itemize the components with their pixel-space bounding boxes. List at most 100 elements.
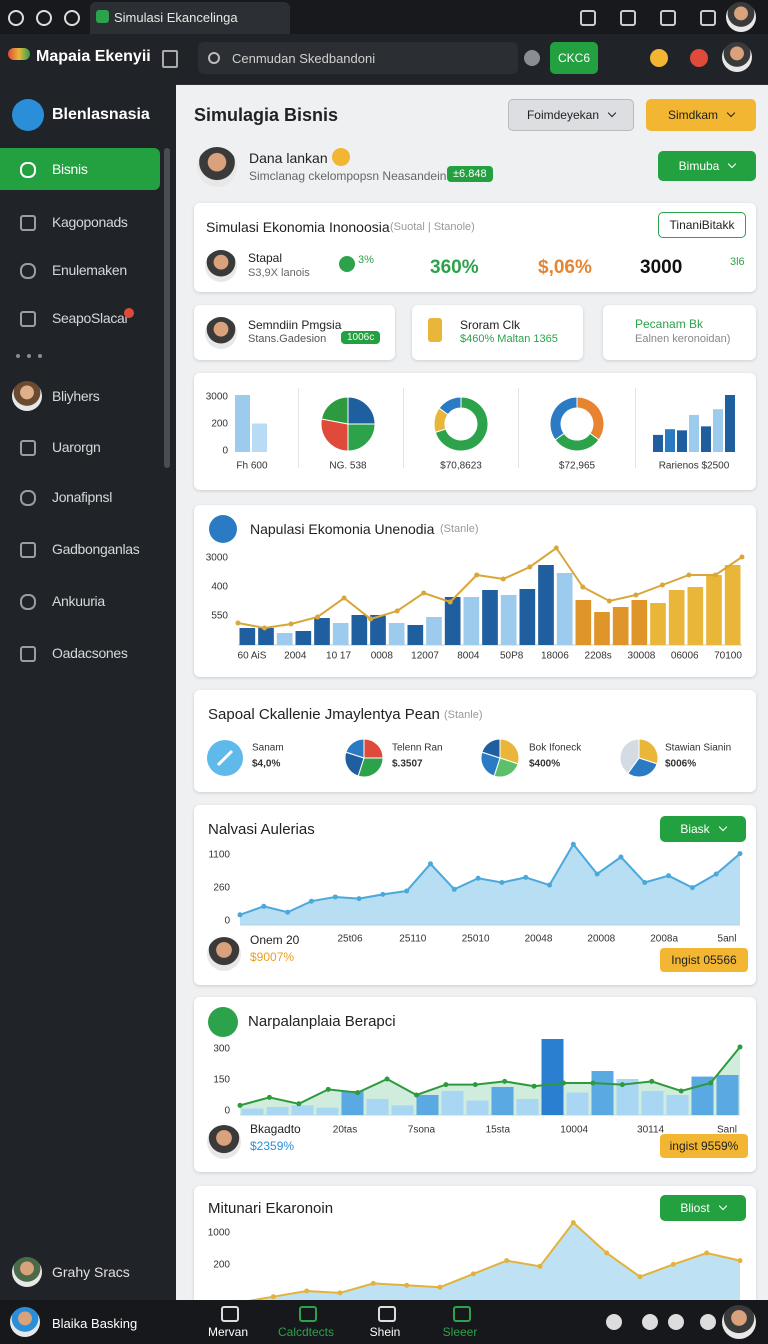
button[interactable]: Biask [660, 816, 746, 842]
point [504, 1258, 510, 1264]
bar [689, 414, 699, 452]
point [678, 1088, 684, 1094]
sidebar-logo [12, 99, 44, 131]
bar [276, 633, 293, 645]
bar [416, 1095, 439, 1115]
x-tick-label: 15sta [486, 1125, 511, 1136]
bar [491, 1087, 514, 1115]
stat: 3% [358, 254, 374, 266]
nav-item[interactable]: Jonafipnsl [52, 489, 113, 505]
point [355, 1090, 361, 1096]
nav-icon [20, 311, 36, 327]
badge-dot [124, 308, 134, 318]
point [437, 1284, 443, 1290]
x-tick-label: 06006 [671, 651, 699, 662]
bottom-tab[interactable]: Sleeer [442, 1325, 478, 1339]
bar [716, 1075, 739, 1115]
point [590, 1080, 596, 1086]
nav-item[interactable]: SeapoSlacal [52, 310, 128, 326]
bar [519, 589, 536, 645]
point [633, 592, 639, 598]
x-tick-label: 18006 [541, 651, 569, 662]
x-tick-label: 70100 [714, 651, 742, 662]
point [337, 1290, 343, 1296]
bottom-tab[interactable]: Calcdtects [277, 1325, 335, 1339]
nav-icon [20, 542, 36, 558]
point [356, 896, 362, 902]
card-subtitle: $460% Maltan 1365 [460, 333, 558, 345]
slice [638, 738, 659, 765]
item-value: $006% [665, 759, 696, 770]
item-name: Stawian Sianin [665, 743, 731, 754]
search-box[interactable] [198, 42, 518, 74]
point [443, 1082, 449, 1088]
tab-title[interactable]: Simulasi Ekancelinga [114, 10, 238, 25]
divider [518, 388, 519, 468]
pin-icon [339, 256, 355, 272]
point [288, 621, 294, 627]
chart-label: NG. 538 [329, 461, 367, 472]
person-name: Stapal [248, 251, 283, 265]
bar [668, 590, 685, 645]
nav-item[interactable]: Ankuuria [52, 593, 105, 609]
avatar [10, 1307, 40, 1337]
tab-icon [378, 1306, 396, 1322]
bar [516, 1099, 539, 1115]
point [451, 886, 457, 892]
nav-item[interactable]: Bliyhers [52, 388, 100, 404]
chart-label: $72,965 [559, 461, 596, 472]
toolbar-icon [580, 10, 596, 26]
nav-icon [36, 10, 52, 26]
button[interactable]: TinaniBitakk [658, 212, 746, 238]
bar [725, 395, 735, 452]
point [368, 616, 374, 622]
y-tick-label: 0 [222, 446, 228, 457]
nav-item[interactable]: Oadacsones [52, 645, 128, 661]
point [686, 572, 692, 578]
point [285, 909, 291, 915]
slice [344, 751, 365, 777]
chart-icon [208, 1007, 238, 1037]
point [262, 625, 268, 631]
avatar [207, 937, 241, 971]
bar [500, 595, 517, 645]
button[interactable]: Simdkam [646, 99, 756, 131]
x-tick-label: 10004 [560, 1125, 588, 1136]
bottom-tab[interactable]: Shein [369, 1325, 401, 1339]
point [475, 875, 481, 881]
card-title: Napulasi Ekomonia Unenodia [250, 521, 435, 537]
bar [466, 1100, 489, 1115]
nav-item[interactable]: Gadbonganlas [52, 541, 140, 557]
y-tick-label: 1000 [208, 1228, 231, 1239]
active-item[interactable] [0, 148, 160, 190]
sidebar [0, 84, 176, 1300]
bar [235, 395, 250, 452]
point [547, 882, 553, 888]
button[interactable]: Bliost [660, 1195, 746, 1221]
search-text[interactable]: Cenmudan Skedbandoni [232, 51, 376, 66]
slice [627, 757, 658, 778]
slice [320, 418, 349, 452]
x-tick-label: 60 AiS [238, 651, 267, 662]
bar [426, 617, 442, 645]
nav-item[interactable]: Enulemaken [52, 262, 127, 278]
slice [438, 396, 462, 416]
nav-item[interactable]: Kagoponads [52, 214, 128, 230]
divider [403, 388, 404, 468]
nav-item[interactable]: Uarorgn [52, 439, 101, 455]
bottom-tab[interactable]: Mervan [207, 1325, 248, 1339]
button[interactable]: CKC6 [550, 42, 598, 74]
point [594, 871, 600, 877]
bar [541, 1039, 564, 1115]
gear-icon [332, 148, 350, 166]
button[interactable]: Foimdeyekan [508, 99, 634, 131]
card [194, 690, 756, 792]
point [404, 888, 410, 894]
bar [370, 615, 386, 645]
point [712, 572, 718, 578]
button[interactable]: Bimuba [658, 151, 756, 181]
item-value: $.3507 [392, 759, 423, 770]
nav-item[interactable]: Bisnis [52, 161, 88, 177]
status-icon [650, 49, 668, 67]
point [580, 584, 586, 590]
